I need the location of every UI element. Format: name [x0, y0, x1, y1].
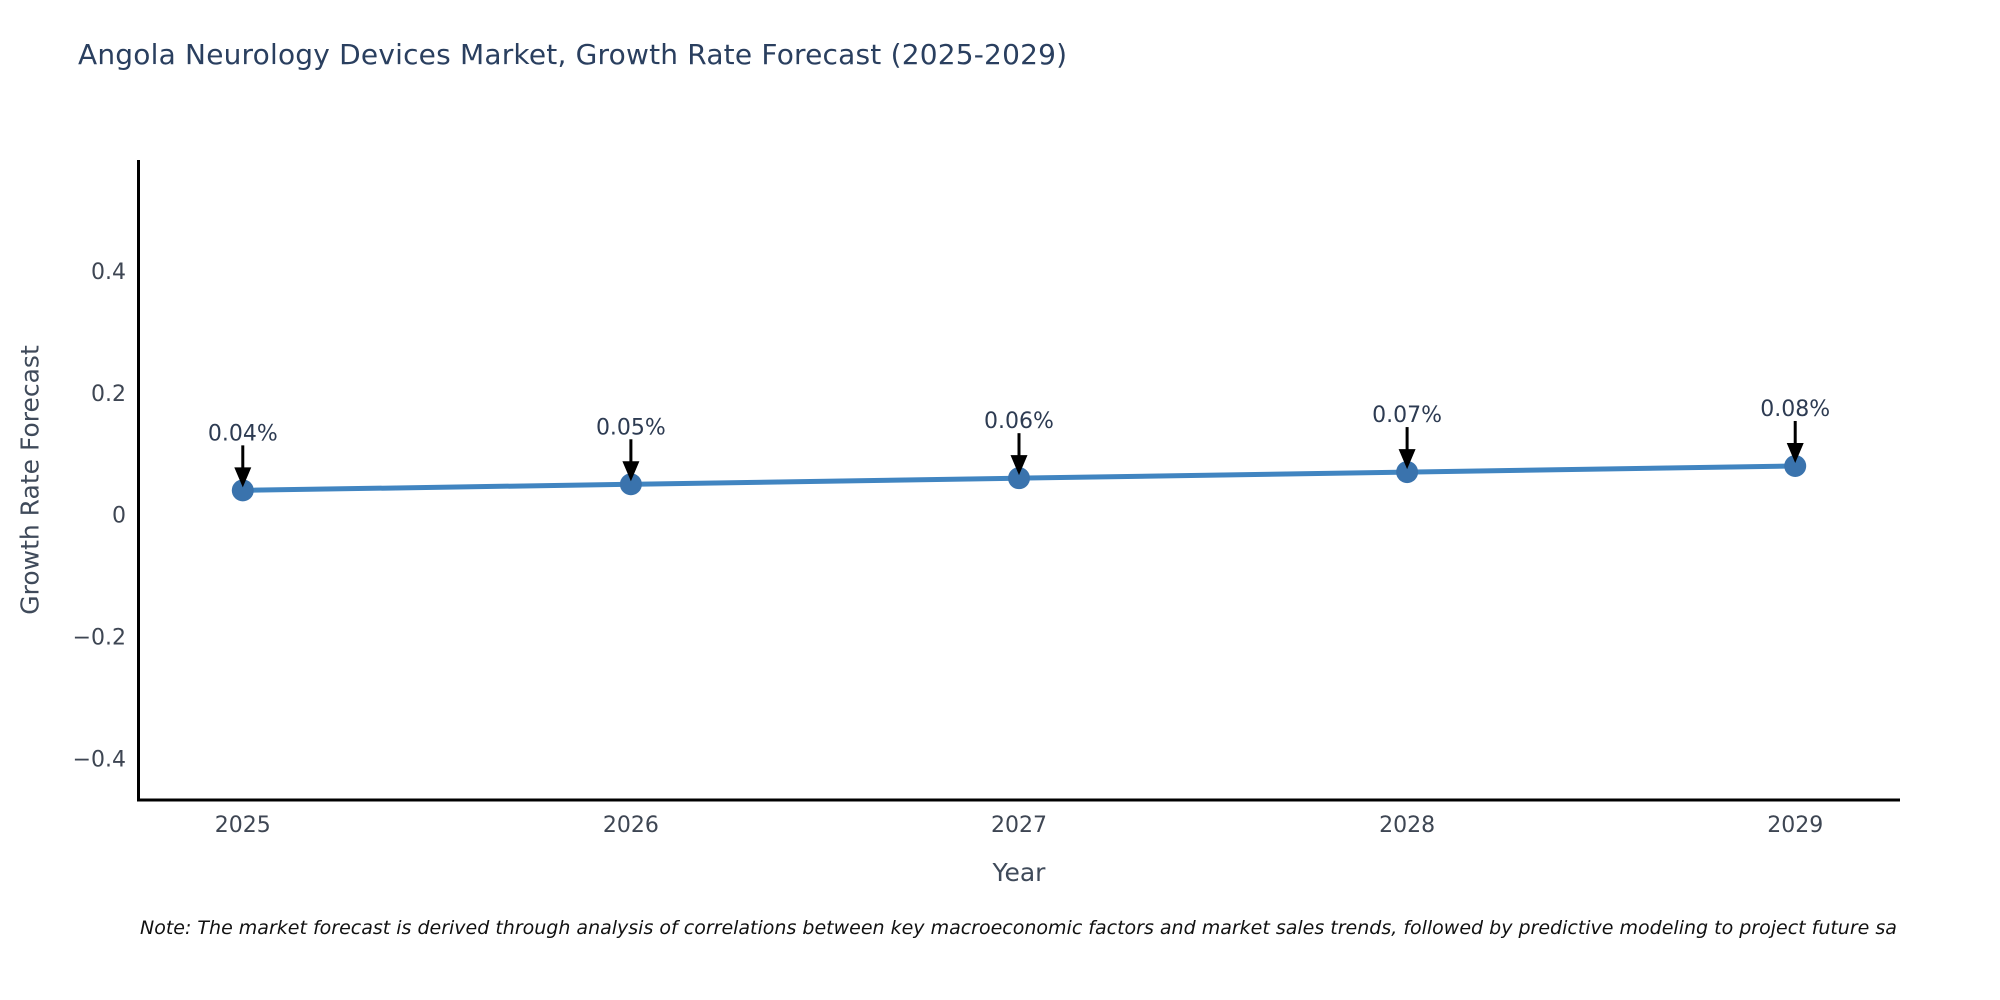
- x-tick-label: 2028: [1379, 813, 1435, 838]
- y-tick-label: 0.2: [91, 382, 126, 407]
- annotation-arrow-head: [234, 467, 252, 488]
- y-tick-label: −0.2: [73, 626, 126, 651]
- point-value-label: 0.07%: [1372, 403, 1442, 428]
- x-axis-title: Year: [992, 858, 1046, 887]
- chart-title: Angola Neurology Devices Market, Growth …: [78, 38, 1068, 71]
- point-value-label: 0.05%: [596, 415, 666, 440]
- annotation-arrow-head: [1010, 455, 1028, 476]
- y-tick-label: 0.4: [91, 260, 126, 285]
- x-tick-label: 2026: [603, 813, 659, 838]
- point-value-label: 0.08%: [1760, 397, 1830, 422]
- annotation-arrow-head: [1398, 449, 1416, 470]
- annotation-arrow-head: [622, 461, 640, 482]
- data-point-marker: [1784, 454, 1807, 477]
- footnote: Note: The market forecast is derived thr…: [140, 917, 1897, 939]
- data-point-marker: [619, 473, 642, 496]
- x-tick-label: 2029: [1767, 813, 1823, 838]
- data-point-marker: [1396, 461, 1419, 484]
- data-point-marker: [231, 479, 254, 502]
- y-tick-label: −0.4: [73, 748, 126, 773]
- data-point-marker: [1008, 467, 1030, 490]
- y-tick-label: 0: [112, 504, 126, 529]
- x-tick-label: 2025: [215, 813, 271, 838]
- point-value-label: 0.06%: [984, 409, 1054, 434]
- point-value-label: 0.04%: [208, 421, 278, 446]
- y-axis-title: Growth Rate Forecast: [15, 345, 45, 615]
- annotation-arrow-head: [1786, 442, 1804, 463]
- x-tick-label: 2027: [991, 813, 1047, 838]
